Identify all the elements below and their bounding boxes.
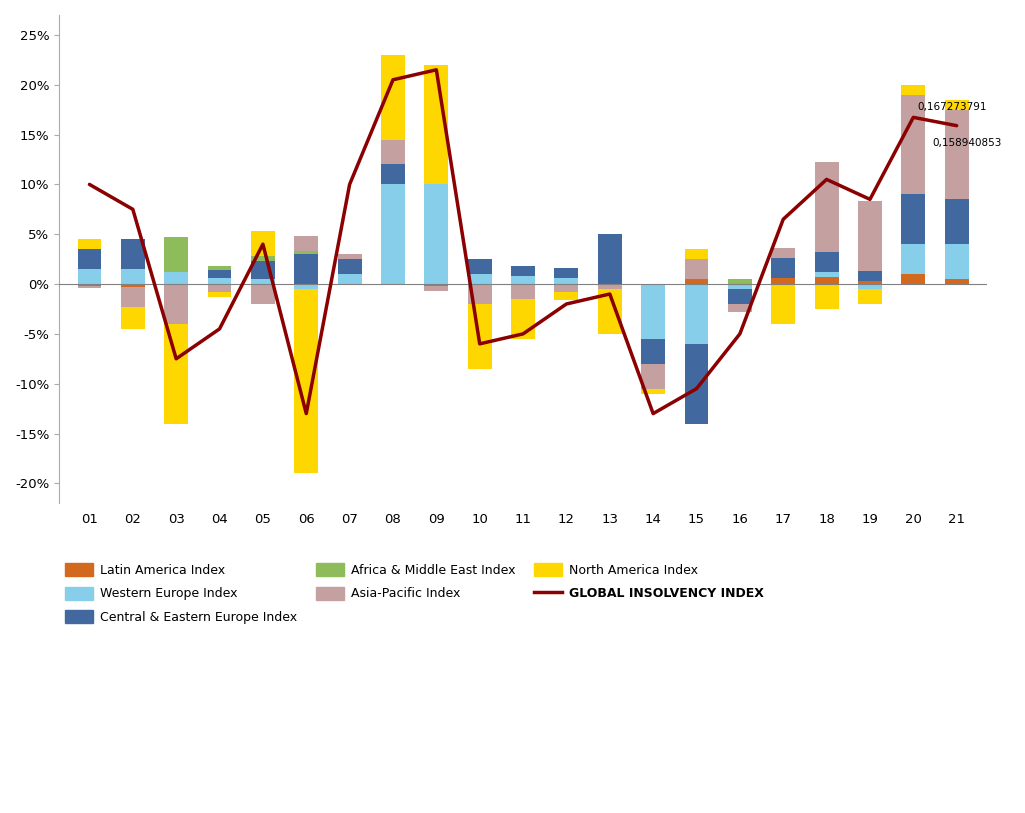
Bar (858, 289, 882, 304)
Bar (294, 237, 318, 251)
Text: 0,158940853: 0,158940853 (933, 137, 1002, 148)
Bar (685, 344, 708, 424)
Bar (294, 254, 318, 284)
Bar (598, 234, 622, 284)
Bar (121, 269, 145, 284)
Bar (642, 363, 665, 389)
Bar (858, 281, 882, 284)
Bar (381, 164, 405, 185)
Bar (858, 202, 882, 271)
Bar (815, 284, 838, 309)
Bar (945, 100, 969, 110)
Bar (901, 194, 926, 244)
Bar (771, 284, 795, 324)
Bar (685, 249, 708, 259)
Bar (337, 274, 362, 284)
Bar (424, 65, 448, 185)
Bar (467, 304, 492, 369)
Bar (467, 259, 492, 274)
Bar (815, 252, 838, 272)
Bar (511, 299, 535, 339)
Bar (555, 292, 578, 300)
Bar (121, 287, 145, 307)
Bar (164, 237, 189, 272)
Bar (642, 339, 665, 363)
Text: 0,167273791: 0,167273791 (917, 102, 987, 112)
Bar (164, 272, 189, 284)
Bar (337, 259, 362, 274)
Bar (294, 289, 318, 473)
Bar (771, 259, 795, 278)
Bar (424, 286, 448, 291)
Bar (728, 304, 751, 312)
Bar (251, 284, 275, 304)
Bar (511, 266, 535, 276)
Bar (78, 284, 101, 286)
Bar (381, 140, 405, 164)
Bar (945, 244, 969, 279)
Bar (685, 259, 708, 279)
Bar (598, 284, 622, 289)
Bar (815, 163, 838, 252)
Bar (598, 289, 622, 334)
Bar (337, 254, 362, 259)
Bar (685, 284, 708, 344)
Bar (901, 85, 926, 95)
Bar (121, 307, 145, 329)
Bar (555, 278, 578, 284)
Bar (381, 54, 405, 140)
Bar (164, 324, 189, 424)
Bar (511, 284, 535, 299)
Bar (815, 272, 838, 277)
Bar (121, 239, 145, 269)
Bar (208, 292, 232, 297)
Bar (555, 268, 578, 278)
Bar (771, 278, 795, 284)
Bar (511, 276, 535, 284)
Bar (728, 284, 751, 289)
Bar (208, 270, 232, 278)
Bar (294, 284, 318, 289)
Bar (901, 274, 926, 284)
Bar (294, 251, 318, 254)
Bar (642, 284, 665, 339)
Bar (771, 248, 795, 259)
Bar (467, 284, 492, 304)
Bar (555, 284, 578, 292)
Bar (728, 279, 751, 284)
Bar (164, 284, 189, 324)
Bar (945, 110, 969, 199)
Bar (424, 185, 448, 284)
Bar (858, 284, 882, 289)
Bar (78, 249, 101, 269)
Bar (78, 286, 101, 288)
Bar (78, 269, 101, 284)
Bar (208, 284, 232, 292)
Bar (251, 256, 275, 261)
Bar (901, 244, 926, 274)
Bar (901, 95, 926, 194)
Bar (858, 271, 882, 281)
Bar (642, 389, 665, 393)
Bar (121, 284, 145, 287)
Bar (251, 261, 275, 279)
Bar (251, 231, 275, 256)
Bar (685, 279, 708, 284)
Bar (78, 239, 101, 249)
Bar (945, 279, 969, 284)
Bar (467, 274, 492, 284)
Bar (728, 289, 751, 304)
Bar (208, 278, 232, 284)
Bar (815, 277, 838, 284)
Bar (424, 284, 448, 286)
Bar (945, 199, 969, 244)
Bar (381, 185, 405, 284)
Bar (251, 279, 275, 284)
Legend: Latin America Index, Western Europe Index, Central & Eastern Europe Index, Afric: Latin America Index, Western Europe Inde… (66, 563, 765, 624)
Bar (208, 266, 232, 270)
